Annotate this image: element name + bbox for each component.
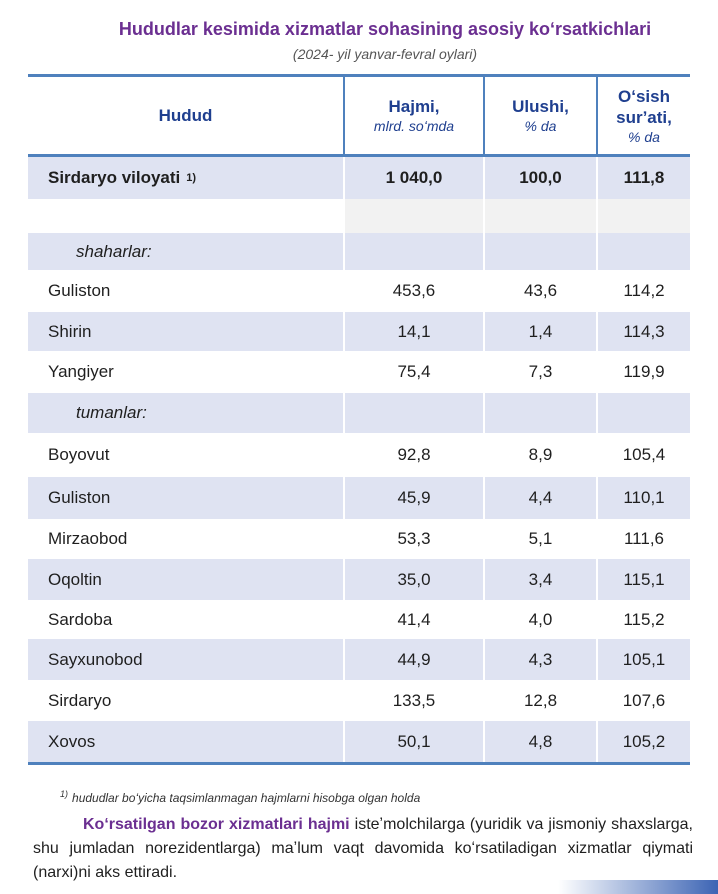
- region-name: Shirin: [48, 321, 92, 341]
- share-cell: 43,6: [483, 270, 596, 312]
- definition-paragraph: Koʻrsatilgan bozor xizmatlari hajmi iste…: [33, 813, 693, 885]
- volume-cell: 1 040,0: [343, 157, 483, 199]
- share-cell: 4,8: [483, 721, 596, 762]
- growth-cell: 105,2: [596, 721, 690, 762]
- definition-text: isteʼmolchilarga (yuridik va jismoniy sh…: [33, 816, 694, 881]
- share-cell: 12,8: [483, 680, 596, 721]
- volume-cell: 14,1: [343, 312, 483, 351]
- volume-cell: 41,4: [343, 600, 483, 639]
- share-cell: 4,0: [483, 600, 596, 639]
- table-row: Boyovut 92,8 8,9 105,4: [28, 433, 690, 477]
- volume-cell: 92,8: [343, 433, 483, 477]
- volume-cell: 75,4: [343, 351, 483, 393]
- growth-cell: 114,3: [596, 312, 690, 351]
- group-label: shaharlar:: [76, 241, 152, 261]
- footnote: 1) hududlar boʻyicha taqsimlanmagan hajml…: [60, 789, 421, 805]
- share-cell: 4,3: [483, 639, 596, 680]
- volume-cell: 133,5: [343, 680, 483, 721]
- table-row: Yangiyer 75,4 7,3 119,9: [28, 351, 690, 393]
- indicators-table: Hudud Hajmi, mlrd. soʻmda Ulushi, % da O…: [28, 74, 690, 765]
- table-row: Xovos 50,1 4,8 105,2: [28, 721, 690, 762]
- volume-cell: 35,0: [343, 559, 483, 600]
- share-cell: 1,4: [483, 312, 596, 351]
- growth-cell: 105,1: [596, 639, 690, 680]
- table-row-group-districts: tumanlar:: [28, 393, 690, 433]
- share-cell: 7,3: [483, 351, 596, 393]
- table-header: Hudud Hajmi, mlrd. soʻmda Ulushi, % da O…: [28, 77, 690, 157]
- volume-cell: 50,1: [343, 721, 483, 762]
- share-cell: 100,0: [483, 157, 596, 199]
- definition-term: Koʻrsatilgan bozor xizmatlari hajmi: [83, 816, 350, 833]
- growth-cell: 111,8: [596, 157, 690, 199]
- growth-cell: 115,1: [596, 559, 690, 600]
- growth-cell: 111,6: [596, 519, 690, 559]
- table-row: Shirin 14,1 1,4 114,3: [28, 312, 690, 351]
- share-cell: 5,1: [483, 519, 596, 559]
- table-row: Oqoltin 35,0 3,4 115,1: [28, 559, 690, 600]
- header-share: Ulushi, % da: [483, 77, 596, 154]
- region-name: Yangiyer: [48, 362, 114, 381]
- group-label: tumanlar:: [76, 403, 147, 422]
- table-row-group-cities: shaharlar:: [28, 233, 690, 270]
- volume-cell: 44,9: [343, 639, 483, 680]
- table-row: Sirdaryo 133,5 12,8 107,6: [28, 680, 690, 721]
- table-row: Sardoba 41,4 4,0 115,2: [28, 600, 690, 639]
- region-name: Xovos: [48, 731, 96, 751]
- region-name: Sayxunobod: [48, 649, 143, 669]
- page-subtitle: (2024- yil yanvar-fevral oylari): [292, 46, 478, 62]
- share-cell: 4,4: [483, 477, 596, 519]
- region-name: Sardoba: [48, 609, 113, 629]
- volume-cell: 453,6: [343, 270, 483, 312]
- header-volume: Hajmi, mlrd. soʻmda: [343, 77, 483, 154]
- table-row-spacer: [28, 199, 690, 233]
- page-title: Hududlar kesimida xizmatlar sohasining a…: [118, 19, 652, 39]
- volume-cell: 53,3: [343, 519, 483, 559]
- region-name: Sirdaryo: [48, 690, 112, 710]
- table-row: Sayxunobod 44,9 4,3 105,1: [28, 639, 690, 680]
- region-name: Guliston: [48, 488, 111, 507]
- header-growth: Oʻsish surʼati, % da: [596, 77, 690, 154]
- table-row: Mirzaobod 53,3 5,1 111,6: [28, 519, 690, 559]
- table-row: Guliston 45,9 4,4 110,1: [28, 477, 690, 519]
- region-name: Boyovut: [48, 445, 110, 464]
- growth-cell: 110,1: [596, 477, 690, 519]
- table-row: Guliston 453,6 43,6 114,2: [28, 270, 690, 312]
- region-name: Mirzaobod: [48, 529, 128, 548]
- growth-cell: 107,6: [596, 680, 690, 721]
- corner-decoration: [558, 880, 718, 894]
- region-name: Sirdaryo viloyati 1): [48, 168, 197, 187]
- volume-cell: 45,9: [343, 477, 483, 519]
- region-name: Oqoltin: [48, 569, 102, 589]
- growth-cell: 114,2: [596, 270, 690, 312]
- share-cell: 3,4: [483, 559, 596, 600]
- growth-cell: 105,4: [596, 433, 690, 477]
- region-name: Guliston: [48, 281, 111, 300]
- table-row-total: Sirdaryo viloyati 1) 1 040,0 100,0 111,8: [28, 157, 690, 199]
- footnote-marker: 1): [186, 172, 197, 184]
- growth-cell: 119,9: [596, 351, 690, 393]
- header-region: Hudud: [158, 106, 213, 125]
- growth-cell: 115,2: [596, 600, 690, 639]
- share-cell: 8,9: [483, 433, 596, 477]
